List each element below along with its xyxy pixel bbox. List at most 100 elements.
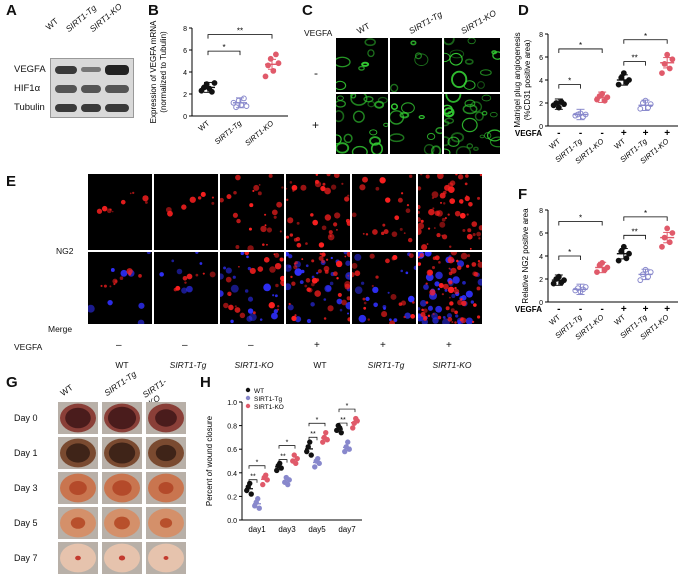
dapi-mark <box>146 252 151 255</box>
y-axis-label: Percent of wound closure <box>205 415 214 506</box>
significance-bracket <box>308 436 318 441</box>
ng2-mark <box>333 271 338 277</box>
dapi-mark <box>330 256 333 260</box>
vessel-mark <box>430 145 442 154</box>
data-point <box>256 505 262 511</box>
panel-label-a: A <box>6 2 17 19</box>
data-point <box>263 472 269 478</box>
significance-star: * <box>579 41 582 50</box>
vessel-mark <box>410 40 417 46</box>
data-point <box>304 448 310 455</box>
ng2-mark <box>363 306 367 310</box>
y-tick-label: 0.8 <box>227 424 237 431</box>
dapi-mark <box>382 305 387 309</box>
dapi-mark <box>274 294 278 298</box>
dapi-mark <box>232 275 236 279</box>
ng2-mark <box>318 255 324 261</box>
ng2-mark <box>257 191 262 196</box>
dapi-mark <box>423 284 429 290</box>
ng2-mark <box>447 186 455 194</box>
band-vegfa-ko <box>105 65 129 75</box>
ng2-mark <box>323 265 330 272</box>
panel-label-b: B <box>148 2 159 19</box>
ng2-mark <box>249 267 256 274</box>
panel-e-vegfa-sign: + <box>446 340 452 351</box>
significance-bracket <box>278 445 296 449</box>
wound-area <box>107 406 137 430</box>
ng2-mark <box>202 272 205 275</box>
vessel-mark <box>352 110 365 123</box>
ng2-mark <box>362 232 365 235</box>
ng2-mark <box>439 221 446 228</box>
ng2-mark <box>447 256 455 264</box>
dapi-mark <box>465 290 473 298</box>
vessel-mark <box>336 80 347 91</box>
ng2-mark <box>320 185 326 192</box>
vessel-mark <box>390 103 399 111</box>
ng2-mark <box>450 267 457 274</box>
data-point <box>248 491 254 497</box>
significance-star: ** <box>280 454 286 461</box>
significance-bracket <box>338 408 356 413</box>
vessel-mark <box>447 136 460 148</box>
y-axis-label: Matrigel plug angiogenesis(%CD31 positiv… <box>514 32 532 127</box>
panel-e-vegfa-sign: – <box>248 340 254 351</box>
ng2-mark <box>273 215 277 219</box>
significance-star: * <box>286 440 289 447</box>
ng2-mark <box>354 270 361 277</box>
ng2-mark <box>418 186 422 191</box>
dapi-mark <box>451 293 456 298</box>
micrograph-e-merge <box>286 252 350 324</box>
dapi-mark <box>444 288 448 292</box>
ng2-mark <box>274 262 282 270</box>
ng2-mark <box>321 225 327 231</box>
ng2-mark <box>225 276 232 283</box>
micrograph-e-ng2 <box>220 174 284 250</box>
ng2-mark <box>126 268 133 275</box>
band-tubulin-ko <box>105 104 129 112</box>
data-point <box>316 460 322 467</box>
significance-bracket <box>207 34 273 39</box>
panel-c-row-minus: - <box>314 66 318 80</box>
vessel-mark <box>477 81 485 89</box>
ng2-mark <box>469 247 472 250</box>
dapi-mark <box>220 273 224 280</box>
ng2-mark <box>276 201 283 208</box>
ng2-mark <box>277 308 279 311</box>
blot-row-hif1a: HIF1α <box>14 83 41 94</box>
ng2-mark <box>427 314 431 318</box>
vessel-mark <box>451 70 468 89</box>
dapi-mark <box>286 264 292 272</box>
ng2-mark <box>292 189 295 192</box>
significance-star: * <box>568 77 571 86</box>
data-point <box>669 230 676 236</box>
ng2-mark <box>100 284 103 288</box>
dapi-mark <box>244 289 249 293</box>
data-point <box>307 439 313 445</box>
data-point <box>260 481 266 488</box>
ng2-mark <box>286 198 289 202</box>
significance-bracket <box>207 50 241 56</box>
significance-bracket <box>278 459 288 463</box>
dapi-mark <box>372 286 379 294</box>
y-axis-label-line: Relative NG2 positive area <box>521 208 530 304</box>
ng2-mark <box>223 302 229 309</box>
ng2-mark <box>399 227 403 231</box>
micrograph-c-wt-minus <box>336 38 388 92</box>
ng2-mark <box>471 221 478 227</box>
ng2-mark <box>346 252 350 258</box>
dapi-mark <box>405 271 409 275</box>
ng2-mark <box>447 286 455 294</box>
ng2-mark <box>227 291 232 297</box>
ng2-mark <box>447 317 453 322</box>
vegfa-sign: - <box>557 304 560 315</box>
dapi-mark <box>240 252 245 256</box>
ng2-mark <box>389 320 396 324</box>
ng2-mark <box>211 196 214 199</box>
panel-e-group-label: WT <box>313 360 327 370</box>
panel-e-micrographs: NG2 Merge – WT – SIRT1-Tg – SIRT1-KO + WT + SIRT1… <box>0 174 482 374</box>
ng2-mark <box>420 174 423 176</box>
ng2-mark <box>324 187 331 195</box>
panel-e-vegfa-sign: + <box>314 340 320 351</box>
significance-star: ** <box>632 227 638 236</box>
